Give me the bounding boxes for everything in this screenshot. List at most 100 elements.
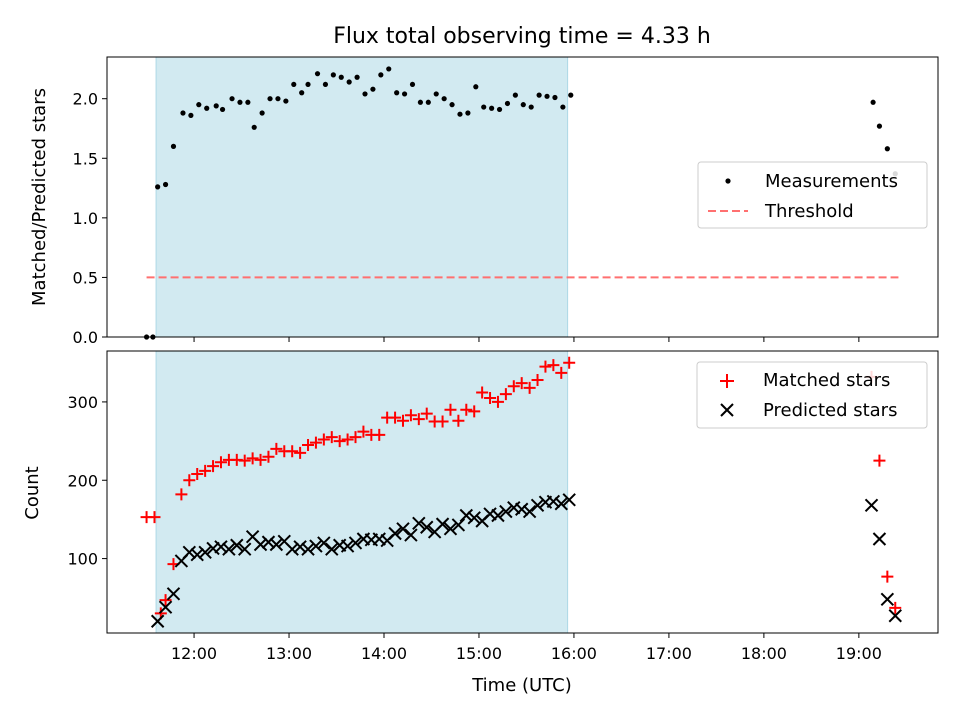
predicted-stars-point bbox=[348, 536, 363, 550]
measurements-point bbox=[196, 102, 202, 108]
matched-stars-point bbox=[889, 601, 902, 614]
matched-stars-point bbox=[436, 415, 449, 428]
matched-stars-point bbox=[547, 359, 560, 372]
measurements-point bbox=[299, 90, 305, 96]
measurements-point bbox=[552, 94, 558, 101]
predicted-stars-point bbox=[222, 542, 236, 556]
predicted-stars-point bbox=[499, 504, 513, 519]
legend-matched-label: Matched stars bbox=[763, 370, 890, 391]
matched-stars-point bbox=[333, 435, 346, 448]
measurements-point bbox=[237, 99, 243, 105]
matched-stars-point bbox=[389, 411, 402, 424]
predicted-stars-point bbox=[483, 507, 497, 521]
legend-predicted-label: Predicted stars bbox=[763, 400, 897, 421]
matched-stars-point bbox=[396, 414, 409, 427]
matched-stars-point bbox=[191, 467, 204, 480]
matched-stars-point bbox=[468, 405, 481, 418]
measurements-point bbox=[155, 184, 161, 190]
matched-stars-point bbox=[214, 456, 227, 469]
bottom-y-tick-label: 300 bbox=[67, 393, 98, 412]
measurements-point bbox=[330, 72, 336, 78]
measurements-point bbox=[876, 123, 883, 129]
measurements-point bbox=[283, 98, 289, 104]
predicted-stars-point bbox=[467, 511, 481, 525]
measurements-point bbox=[504, 100, 511, 107]
measurements-point bbox=[520, 102, 526, 108]
matched-stars-point bbox=[294, 446, 307, 459]
matched-stars-point bbox=[246, 452, 259, 465]
measurements-point bbox=[322, 81, 329, 88]
bottom-legend: Matched stars Predicted stars bbox=[696, 361, 928, 429]
measurements-point bbox=[417, 99, 424, 105]
measurements-point bbox=[568, 92, 574, 98]
measurements-point bbox=[528, 104, 534, 110]
top-y-tick-label: 1.5 bbox=[73, 149, 98, 168]
predicted-stars-point bbox=[150, 614, 165, 628]
legend-matched-marker bbox=[720, 374, 734, 388]
predicted-stars-point bbox=[190, 547, 204, 562]
predicted-stars-point bbox=[530, 498, 545, 513]
matched-stars-point bbox=[881, 570, 894, 583]
predicted-stars-point bbox=[198, 545, 212, 560]
predicted-stars-point bbox=[261, 535, 276, 549]
matched-stars-point bbox=[317, 433, 330, 446]
measurements-point bbox=[275, 96, 281, 102]
measurements-point bbox=[394, 90, 400, 96]
measurements-point bbox=[489, 105, 495, 111]
predicted-stars-point bbox=[562, 493, 576, 507]
predicted-stars-point bbox=[888, 609, 902, 623]
measurements-point bbox=[441, 96, 447, 102]
legend-threshold-label: Threshold bbox=[764, 201, 854, 222]
predicted-stars-point bbox=[317, 536, 331, 550]
figure-title: Flux total observing time = 4.33 h bbox=[333, 24, 711, 49]
measurements-point bbox=[884, 146, 890, 152]
measurements-point bbox=[536, 92, 542, 98]
predicted-stars-point bbox=[293, 540, 307, 554]
measurements-point bbox=[481, 104, 487, 110]
x-tick-label: 14:00 bbox=[361, 644, 407, 663]
legend-predicted-marker bbox=[720, 403, 734, 417]
measurements-point bbox=[362, 91, 368, 97]
bottom-legend-box bbox=[696, 361, 928, 429]
bottom-y-tick-label: 100 bbox=[67, 550, 98, 569]
bottom-observing-window bbox=[155, 350, 569, 634]
measurements-point bbox=[180, 110, 186, 116]
predicted-stars-point bbox=[507, 500, 521, 515]
matched-stars-point bbox=[357, 425, 370, 438]
bottom-panel: 100 200 300 12:00 13:00 14:00 15:00 16:00 17:00… bbox=[22, 350, 939, 663]
matched-stars-point bbox=[460, 403, 473, 416]
top-legend-box bbox=[697, 161, 928, 229]
x-axis-label: Time (UTC) bbox=[471, 675, 572, 696]
matched-stars-point bbox=[531, 373, 544, 386]
top-y-tick-label: 1.0 bbox=[73, 209, 98, 228]
predicted-stars-point bbox=[420, 520, 434, 534]
top-y-tick-label: 0.0 bbox=[73, 328, 98, 347]
matched-stars-point bbox=[325, 431, 338, 444]
measurements-point bbox=[870, 99, 876, 105]
predicted-stars-point bbox=[285, 542, 299, 556]
matched-stars-point bbox=[302, 439, 315, 451]
predicted-stars-point bbox=[880, 592, 895, 607]
measurements-point bbox=[170, 143, 177, 149]
predicted-stars-point bbox=[238, 542, 252, 556]
top-panel: 0.00.51.01.52.0 Matched/Predicted stars … bbox=[29, 56, 939, 347]
predicted-stars-point bbox=[412, 516, 426, 531]
measurements-point bbox=[346, 79, 352, 85]
bottom-plot-frame bbox=[106, 350, 939, 634]
top-observing-window bbox=[155, 56, 569, 338]
predicted-stars-point bbox=[214, 540, 228, 554]
matched-stars-point bbox=[420, 407, 433, 420]
measurements-point bbox=[213, 103, 219, 109]
matched-stars-point bbox=[341, 433, 354, 446]
matched-stars-point bbox=[515, 377, 528, 390]
predicted-stars-point bbox=[388, 526, 402, 541]
measurements-point bbox=[401, 91, 408, 97]
x-tick-label: 18:00 bbox=[741, 644, 787, 663]
measurements-point bbox=[204, 105, 210, 111]
measurements-point bbox=[229, 96, 235, 102]
predicted-stars-point bbox=[269, 537, 284, 552]
measurements-point bbox=[354, 74, 360, 80]
matched-stars-point bbox=[499, 388, 512, 401]
matched-stars-point bbox=[270, 442, 283, 455]
predicted-stars-point bbox=[451, 518, 466, 532]
